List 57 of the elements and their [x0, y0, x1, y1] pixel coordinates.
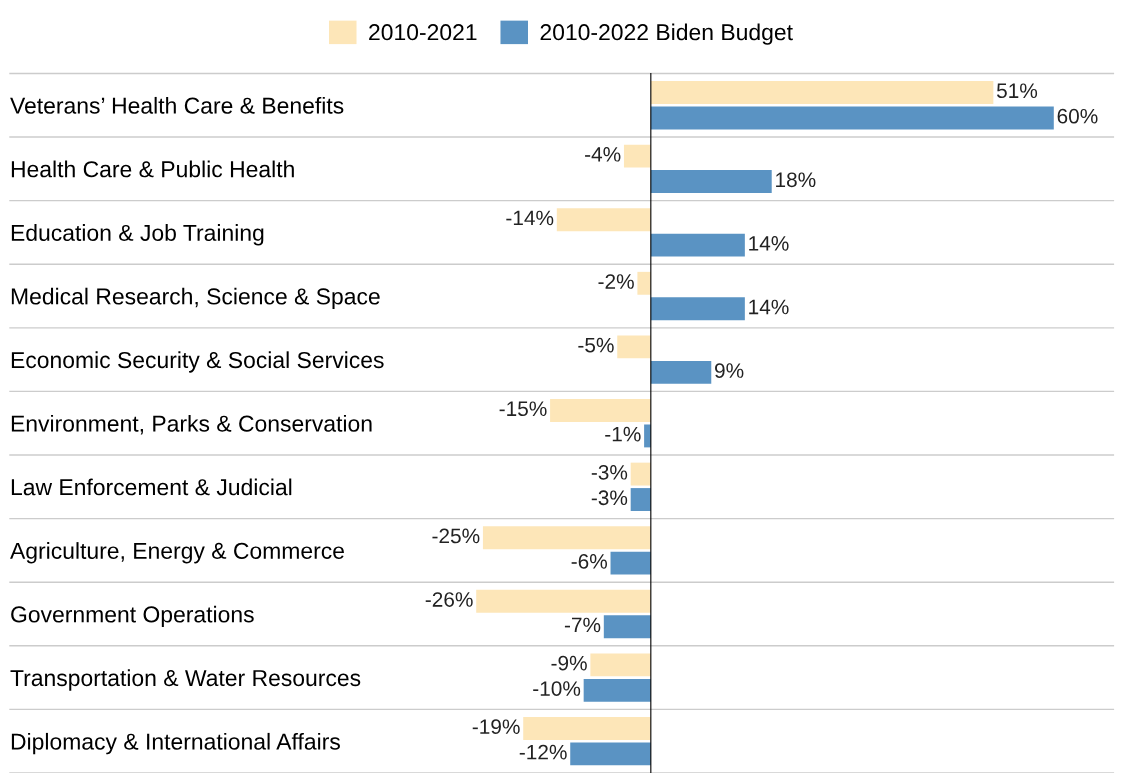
- bar: [637, 271, 651, 295]
- y-tick-label: Medical Research, Science & Space: [11, 287, 380, 310]
- bar: [630, 488, 651, 511]
- legend-label: 2010-2022 Biden Budget: [540, 23, 793, 45]
- y-tick-label: Education & Job Training: [11, 224, 264, 246]
- bar: [623, 144, 651, 168]
- bar: [610, 551, 651, 575]
- y-tick-label: Law Enforcement & Judicial: [11, 478, 292, 496]
- data-label: -25%: [432, 528, 480, 544]
- legend-label: 2010-2021: [369, 24, 477, 41]
- bar: [550, 399, 651, 422]
- y-tick-label: Economic Security & Social Services: [11, 351, 384, 373]
- y-tick-label: Government Operations: [11, 605, 254, 628]
- bar: [603, 615, 651, 639]
- data-label: -3%: [591, 490, 628, 506]
- data-label: -9%: [551, 655, 587, 671]
- bar: [630, 462, 651, 486]
- y-tick-label: Health Care & Public Health: [11, 160, 294, 178]
- bar: [650, 106, 1054, 130]
- data-label: -5%: [578, 337, 614, 353]
- bar: [570, 742, 651, 766]
- data-label: -7%: [564, 617, 601, 633]
- data-label: -26%: [425, 592, 473, 607]
- data-label: -6%: [571, 553, 608, 569]
- data-label: -1%: [605, 426, 641, 442]
- bar: [650, 170, 772, 193]
- bar: [644, 424, 651, 448]
- data-label: 18%: [776, 172, 816, 188]
- bar: [650, 81, 994, 104]
- data-label: -14%: [506, 210, 554, 226]
- bar: [556, 208, 651, 232]
- bar: [583, 678, 651, 702]
- data-label: 51%: [996, 83, 1038, 99]
- data-label: -12%: [519, 744, 567, 760]
- bar: [650, 233, 745, 257]
- data-label: 9%: [715, 363, 744, 378]
- data-label: -2%: [598, 274, 634, 289]
- bar: [650, 360, 712, 384]
- y-tick-label: Transportation & Water Resources: [10, 669, 361, 691]
- y-tick-label: Environment, Parks & Conservation: [11, 414, 372, 435]
- y-tick-label: Agriculture, Energy & Commerce: [10, 542, 344, 564]
- y-tick-label: Diplomacy & International Affairs: [11, 732, 340, 755]
- data-label: -15%: [499, 401, 547, 417]
- bar: [476, 589, 651, 613]
- y-tick-label: Veterans’ Health Care & Benefits: [10, 96, 344, 114]
- bar: [650, 297, 745, 321]
- data-label: 60%: [1057, 108, 1098, 124]
- data-label: -3%: [591, 464, 628, 480]
- data-label: 14%: [749, 299, 789, 315]
- data-label: -19%: [472, 719, 520, 735]
- bar: [482, 526, 651, 550]
- data-label: -4%: [585, 147, 621, 162]
- bar: [590, 653, 651, 677]
- bar: [523, 717, 651, 740]
- bar: [617, 335, 651, 359]
- data-label: 14%: [749, 236, 789, 251]
- data-label: -10%: [533, 681, 581, 696]
